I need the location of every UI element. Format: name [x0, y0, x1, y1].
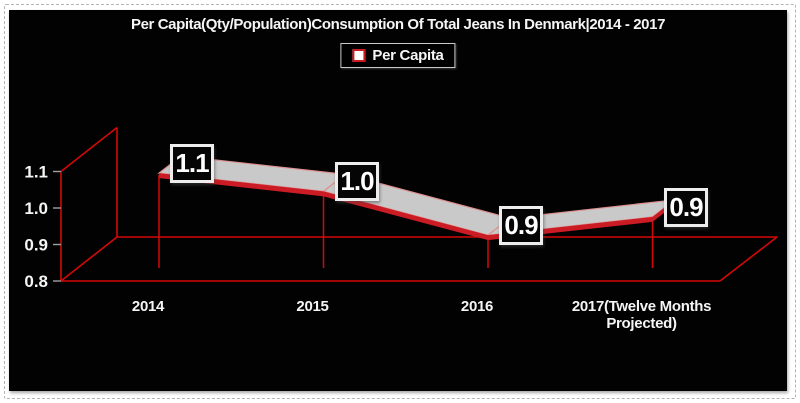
- x-axis-category-label: 2016: [460, 298, 494, 315]
- legend-series-swatch-icon: [352, 49, 366, 62]
- y-axis-tick-label: 1.1: [24, 163, 48, 182]
- y-axis-tick-label: 0.8: [24, 272, 48, 291]
- wall-top-left-edge: [60, 126, 118, 173]
- y-axis-tick-label: 1.0: [24, 199, 48, 218]
- floor-left-edge: [60, 236, 118, 282]
- data-label: 0.9: [499, 206, 543, 245]
- legend-label: Per Capita: [372, 47, 444, 64]
- y-axis-tick-label: 0.9: [24, 236, 48, 255]
- chart-title: Per Capita(Qty/Population)Consumption Of…: [130, 16, 666, 33]
- x-axis-category-label: 2014: [131, 298, 165, 315]
- legend: Per Capita: [340, 43, 456, 68]
- floor-right-edge: [719, 236, 778, 282]
- data-label: 1.0: [335, 162, 379, 201]
- data-label: 0.9: [664, 188, 708, 227]
- x-axis-category-label: 2017(Twelve Months Projected): [571, 298, 712, 332]
- ribbon-front-face: [323, 191, 488, 241]
- x-axis-category-label: 2015: [296, 298, 329, 315]
- data-label: 1.1: [170, 144, 214, 183]
